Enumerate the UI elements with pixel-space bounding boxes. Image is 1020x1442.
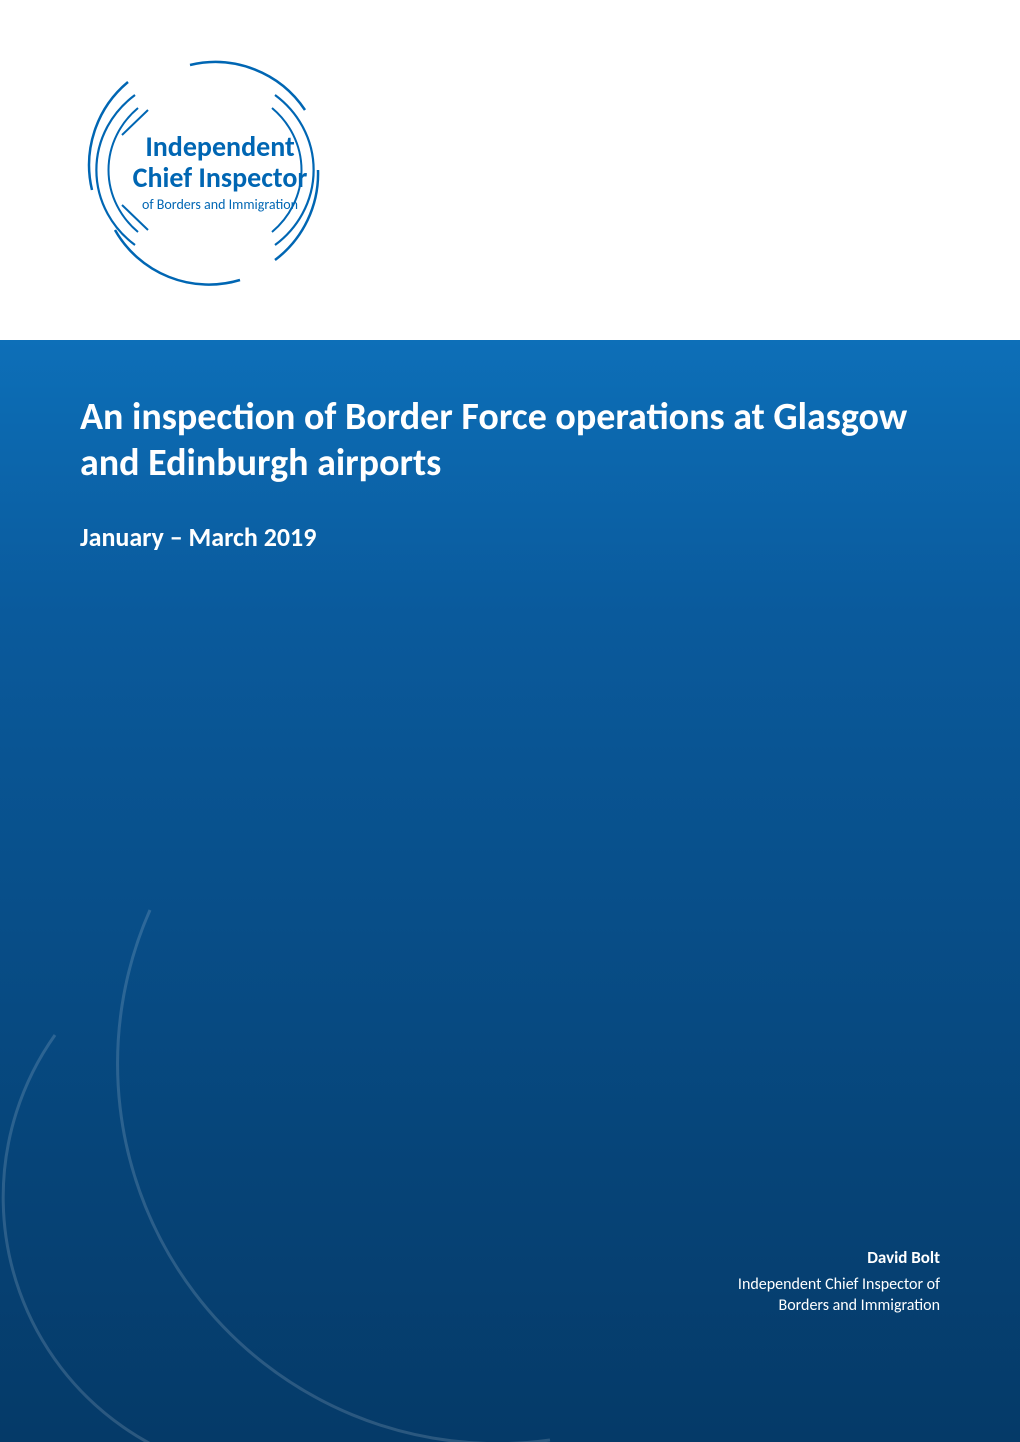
logo-text-line3: of Borders and Immigration (110, 196, 330, 213)
logo-text-line2: Chief Inspector (110, 163, 330, 194)
logo-text-group: Independent Chief Inspector of Borders a… (110, 132, 330, 213)
main-blue-section: An inspection of Border Force operations… (0, 340, 1020, 1442)
author-title-line2: Borders and Immigration (738, 1295, 940, 1317)
report-date-range: January – March 2019 (80, 521, 940, 553)
author-title-line1: Independent Chief Inspector of (738, 1274, 940, 1296)
author-section: David Bolt Independent Chief Inspector o… (738, 1247, 940, 1317)
content-area: An inspection of Border Force operations… (0, 340, 1020, 1442)
report-title: An inspection of Border Force operations… (80, 395, 940, 486)
header-white-section: Independent Chief Inspector of Borders a… (0, 0, 1020, 340)
author-name: David Bolt (738, 1247, 940, 1268)
logo-text-line1: Independent (110, 132, 330, 163)
logo-container: Independent Chief Inspector of Borders a… (80, 50, 340, 290)
